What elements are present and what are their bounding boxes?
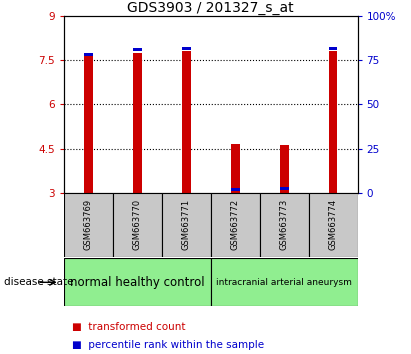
- Text: intracranial arterial aneurysm: intracranial arterial aneurysm: [216, 278, 352, 287]
- Bar: [280, 187, 289, 190]
- Text: GSM663771: GSM663771: [182, 199, 191, 250]
- Bar: [260, 193, 309, 257]
- Bar: [64, 258, 210, 306]
- Bar: [231, 144, 240, 193]
- Bar: [64, 193, 113, 257]
- Text: GSM663773: GSM663773: [279, 199, 289, 250]
- Text: GSM663769: GSM663769: [84, 199, 93, 250]
- Bar: [280, 145, 289, 193]
- Bar: [329, 51, 337, 193]
- Title: GDS3903 / 201327_s_at: GDS3903 / 201327_s_at: [127, 1, 294, 15]
- Text: GSM663770: GSM663770: [133, 199, 142, 250]
- Text: GSM663772: GSM663772: [231, 199, 240, 250]
- Bar: [162, 193, 211, 257]
- Bar: [84, 54, 92, 193]
- Bar: [133, 48, 141, 51]
- Bar: [231, 188, 240, 190]
- Text: ■  percentile rank within the sample: ■ percentile rank within the sample: [72, 340, 264, 350]
- Bar: [113, 193, 162, 257]
- Bar: [211, 193, 260, 257]
- Text: normal healthy control: normal healthy control: [70, 276, 205, 289]
- Bar: [309, 193, 358, 257]
- Bar: [211, 258, 358, 306]
- Bar: [329, 47, 337, 50]
- Text: GSM663774: GSM663774: [328, 199, 337, 250]
- Bar: [133, 53, 141, 193]
- Text: ■  transformed count: ■ transformed count: [72, 322, 185, 332]
- Text: disease state: disease state: [4, 277, 74, 287]
- Bar: [182, 51, 191, 193]
- Bar: [84, 53, 92, 56]
- Bar: [182, 47, 191, 50]
